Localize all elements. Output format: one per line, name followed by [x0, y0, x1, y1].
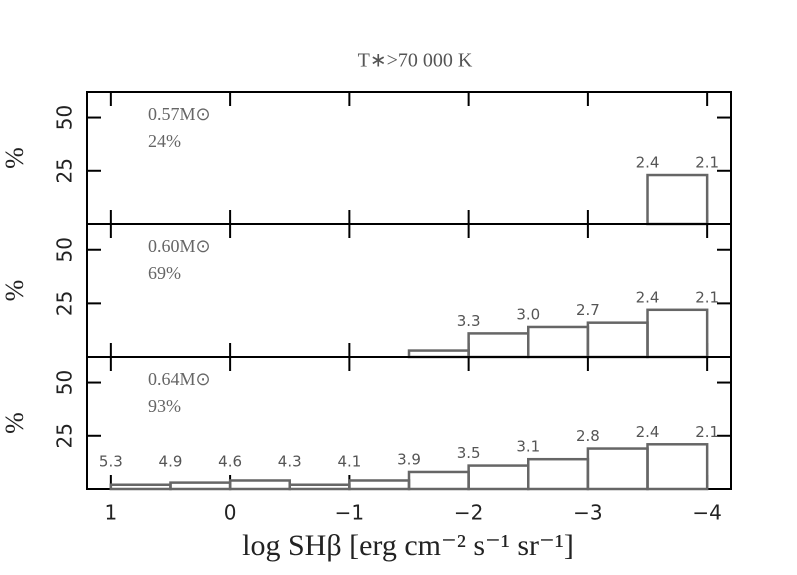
- x-tick-label: −1: [335, 501, 364, 525]
- histogram-bar: [646, 173, 709, 226]
- annotation: 0.60M⊙: [148, 236, 211, 256]
- edge-label: 3.5: [457, 444, 481, 462]
- y-tick-label: 25: [53, 423, 77, 448]
- y-tick-label: 50: [53, 105, 77, 130]
- y-axis-label: %: [0, 412, 29, 434]
- histogram-bar: [467, 464, 530, 491]
- annotation: 69%: [148, 263, 181, 283]
- histogram-bar: [586, 447, 649, 491]
- histogram-bar: [288, 483, 351, 491]
- edge-label: 2.1: [695, 154, 719, 172]
- y-tick-label: 50: [53, 237, 77, 262]
- edge-label: 5.3: [99, 453, 123, 471]
- x-tick-label: −4: [692, 501, 721, 525]
- histogram-bar: [646, 443, 709, 491]
- x-tick-label: −3: [573, 501, 602, 525]
- y-axis-label: %: [0, 147, 29, 169]
- x-tick-label: −2: [454, 501, 483, 525]
- edge-label: 3.9: [397, 450, 421, 468]
- y-tick-label: 25: [53, 291, 77, 316]
- histogram-bar: [169, 481, 232, 491]
- edge-label: 2.1: [695, 423, 719, 441]
- edge-label: 4.6: [218, 453, 242, 471]
- edge-label: 2.4: [636, 288, 660, 306]
- y-axis-label: %: [0, 280, 29, 302]
- edge-label: 4.9: [159, 453, 183, 471]
- annotation: 0.64M⊙: [148, 369, 211, 389]
- edge-label: 4.3: [278, 453, 302, 471]
- chart-title: T∗>70 000 K: [358, 50, 473, 72]
- edge-label: 2.8: [576, 427, 600, 445]
- histogram-bar: [586, 321, 649, 359]
- histogram-bar: [527, 325, 590, 359]
- histogram-bar: [348, 479, 411, 491]
- histogram-bar: [407, 470, 470, 491]
- annotation: 93%: [148, 396, 181, 416]
- edge-label: 2.4: [636, 423, 660, 441]
- histogram-bar: [527, 457, 590, 491]
- edge-label: 3.3: [457, 312, 481, 330]
- edge-label: 2.1: [695, 288, 719, 306]
- histogram-bar: [467, 332, 530, 359]
- annotation: 0.57M⊙: [148, 104, 211, 124]
- edge-label: 3.0: [516, 305, 540, 323]
- histogram-bar: [646, 308, 709, 359]
- y-tick-label: 25: [53, 158, 77, 183]
- annotation: 24%: [148, 131, 181, 151]
- histogram-bar: [228, 479, 291, 491]
- edge-label: 2.4: [636, 154, 660, 172]
- x-tick-label: 1: [104, 501, 117, 525]
- x-tick-label: 0: [224, 501, 237, 525]
- y-tick-label: 50: [53, 370, 77, 395]
- edge-label: 4.1: [337, 453, 361, 471]
- x-axis-label: log SHβ [erg cm⁻² s⁻¹ sr⁻¹]: [242, 529, 574, 562]
- edge-label: 2.7: [576, 301, 600, 319]
- edge-label: 3.1: [516, 438, 540, 456]
- histogram-bar: [109, 483, 172, 491]
